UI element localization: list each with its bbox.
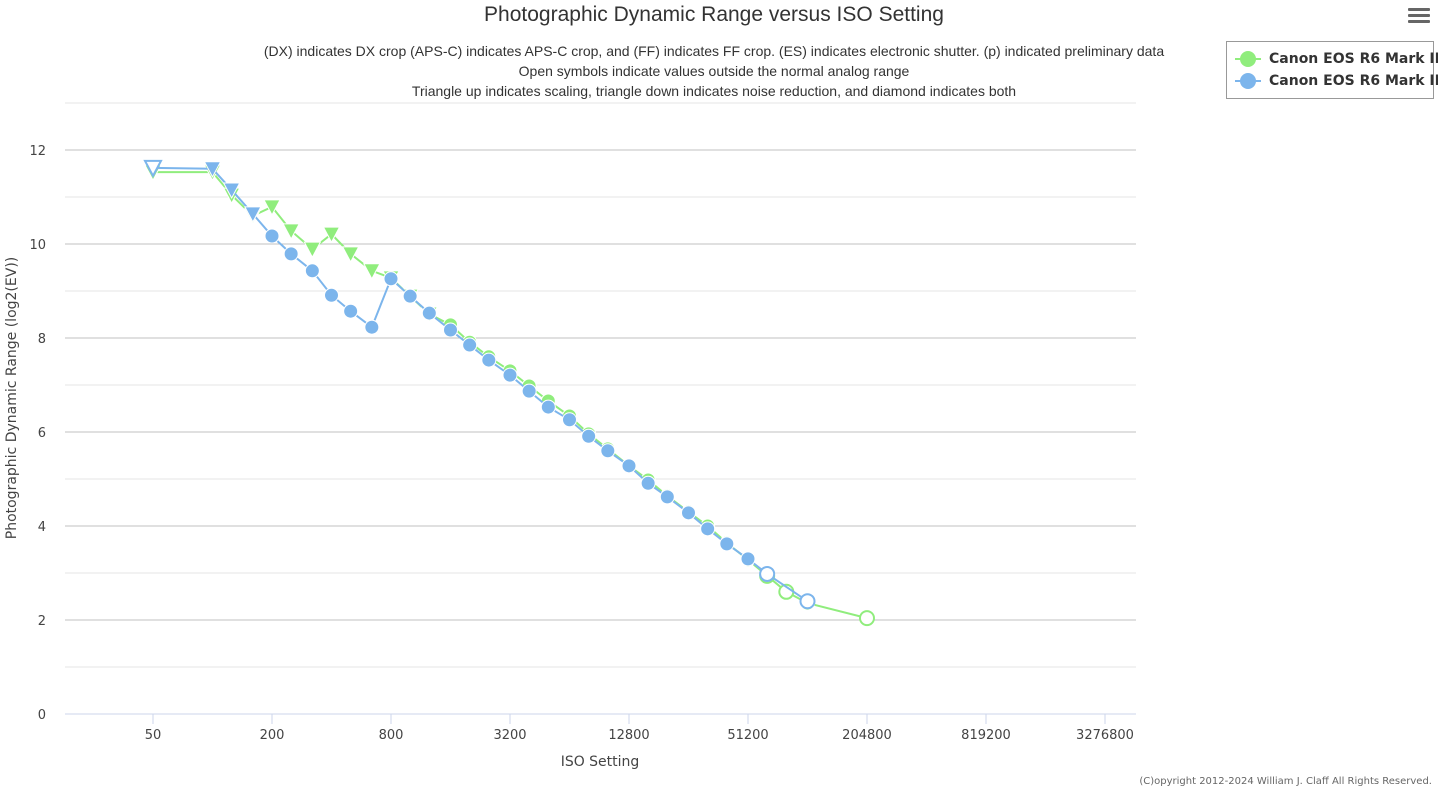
data-point-circle [383, 271, 399, 287]
data-point-circle [640, 475, 656, 491]
data-point-circle [740, 551, 756, 567]
data-point-triangle-down [322, 226, 341, 244]
y-tick-label: 6 [38, 426, 46, 441]
series-line [153, 171, 868, 620]
data-point-triangle-down [263, 199, 281, 216]
data-point-circle [659, 489, 675, 505]
x-tick-label: 800 [379, 728, 404, 743]
grid [65, 102, 1136, 724]
legend-item-r6-mark-iii[interactable]: Canon EOS R6 Mark III [1235, 71, 1438, 91]
data-point-circle [700, 521, 716, 537]
data-point-circle [364, 319, 380, 335]
data-point-triangle-down [244, 206, 262, 223]
data-point-circle [681, 505, 696, 521]
data-point-circle [421, 305, 437, 321]
y-tick-label: 0 [38, 708, 46, 723]
data-point-circle [502, 367, 518, 383]
hamburger-menu-icon[interactable] [1408, 8, 1430, 26]
x-tick-label: 12800 [608, 728, 649, 743]
data-point-circle [759, 565, 776, 582]
data-point-triangle-down [222, 182, 241, 200]
chart-title: Photographic Dynamic Range versus ISO Se… [484, 3, 944, 26]
data-point-triangle-down [143, 159, 163, 178]
legend-label: Canon EOS R6 Mark III [1269, 73, 1438, 89]
y-tick-label: 10 [29, 238, 46, 253]
chart-subtitle-line-2: Open symbols indicate values outside the… [519, 63, 910, 79]
legend-circle-icon [1235, 73, 1261, 89]
data-point-triangle-down [282, 223, 300, 240]
data-point-circle [521, 383, 537, 399]
data-point-circle [621, 458, 637, 474]
x-tick-label: 204800 [842, 728, 892, 743]
y-axis-label: Photographic Dynamic Range (log2(EV)) [4, 257, 20, 540]
data-point-circle [283, 246, 299, 262]
data-point-circle [799, 593, 816, 610]
data-point-triangle-down [363, 263, 381, 280]
copyright: (C)opyright 2012-2024 William J. Claff A… [1139, 776, 1432, 787]
x-tick-label: 3200 [493, 728, 526, 743]
data-point-circle [462, 337, 478, 353]
chart-subtitle-line-1: (DX) indicates DX crop (APS-C) indicates… [264, 43, 1164, 59]
data-point-circle [540, 399, 556, 415]
tick-labels: 0 2 4 6 8 10 12 50 200 800 3200 12800 51200 204800 819… [29, 144, 1134, 743]
data-point-circle [264, 228, 280, 244]
y-tick-label: 8 [38, 332, 46, 347]
x-tick-label: 51200 [727, 728, 768, 743]
y-tick-label: 12 [29, 144, 46, 159]
data-point-circle [581, 428, 597, 444]
series-canon-eos-r6-mark-ii [144, 164, 875, 627]
x-tick-label: 3276800 [1076, 728, 1134, 743]
x-tick-label: 819200 [961, 728, 1011, 743]
data-point-circle [343, 303, 359, 319]
x-tick-label: 200 [260, 728, 285, 743]
chart-subtitle-line-3: Triangle up indicates scaling, triangle … [412, 83, 1016, 99]
series-canon-eos-r6-mark-iii [143, 159, 816, 610]
legend-item-r6-mark-ii[interactable]: Canon EOS R6 Mark II [1235, 49, 1438, 69]
data-point-circle [562, 412, 577, 428]
data-point-circle [304, 263, 320, 279]
data-point-circle [402, 288, 418, 304]
data-point-circle [859, 610, 875, 627]
legend: Canon EOS R6 Mark II Canon EOS R6 Mark I… [1226, 41, 1438, 99]
data-point-circle [443, 322, 458, 338]
data-point-triangle-down [341, 246, 360, 263]
x-tick-label: 50 [145, 728, 162, 743]
data-point-triangle-down [303, 241, 322, 259]
data-point-circle [324, 287, 339, 303]
legend-label: Canon EOS R6 Mark II [1269, 51, 1438, 67]
data-point-circle [600, 443, 616, 459]
data-point-circle [719, 536, 735, 552]
legend-circle-icon [1235, 51, 1261, 67]
y-tick-label: 2 [38, 614, 46, 629]
series-layer [143, 159, 875, 627]
data-point-triangle-down [203, 161, 222, 178]
data-point-circle [481, 352, 497, 368]
x-axis-label: ISO Setting [561, 754, 640, 770]
y-tick-label: 4 [38, 520, 46, 535]
